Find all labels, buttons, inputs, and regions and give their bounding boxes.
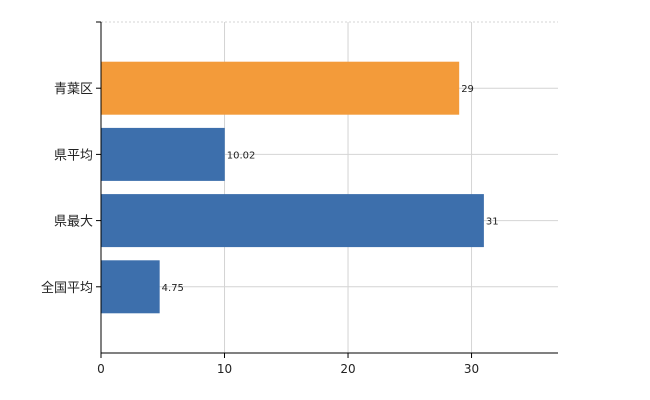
bars: 29 10.02 31 4.75 [101,61,499,314]
data-label: 4.75 [162,283,184,294]
category-label: 県最大 [54,215,93,230]
bar [101,61,460,115]
bar [101,194,484,248]
data-label: 10.02 [227,150,256,161]
bar [101,127,225,181]
category-label: 青葉区 [54,82,93,97]
x-tick-label: 30 [464,362,479,376]
data-label: 31 [486,217,499,228]
x-tick-label: 20 [340,362,355,376]
x-tick-label: 0 [97,362,105,376]
category-label: 県平均 [54,148,93,163]
x-tick-label: 10 [217,362,232,376]
bar [101,260,160,314]
category-label: 全国平均 [41,280,93,296]
data-label: 29 [461,84,474,95]
